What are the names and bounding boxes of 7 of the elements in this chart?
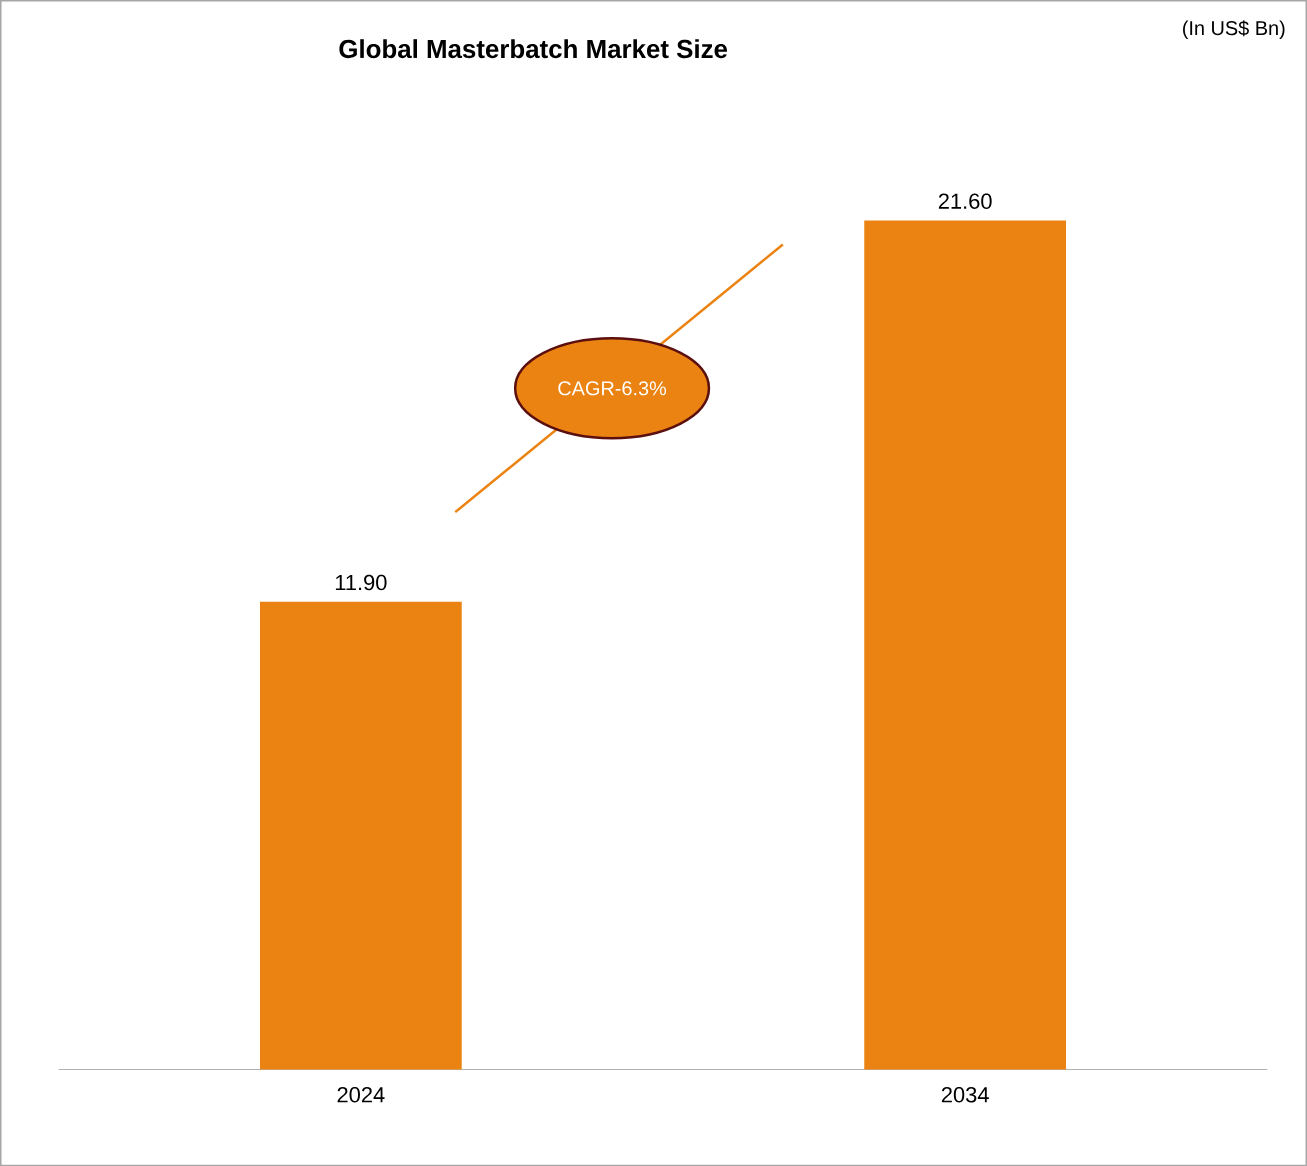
chart-title: Global Masterbatch Market Size — [339, 39, 728, 59]
annotation: CAGR-6.3% — [558, 381, 667, 396]
x-tick-label: 2034 — [941, 1086, 989, 1103]
data-label: 21.60 — [938, 193, 992, 209]
data-label: 11.90 — [335, 574, 387, 591]
text: (In US$ Bn) — [1183, 20, 1285, 40]
x-tick-label: 2024 — [337, 1086, 385, 1103]
